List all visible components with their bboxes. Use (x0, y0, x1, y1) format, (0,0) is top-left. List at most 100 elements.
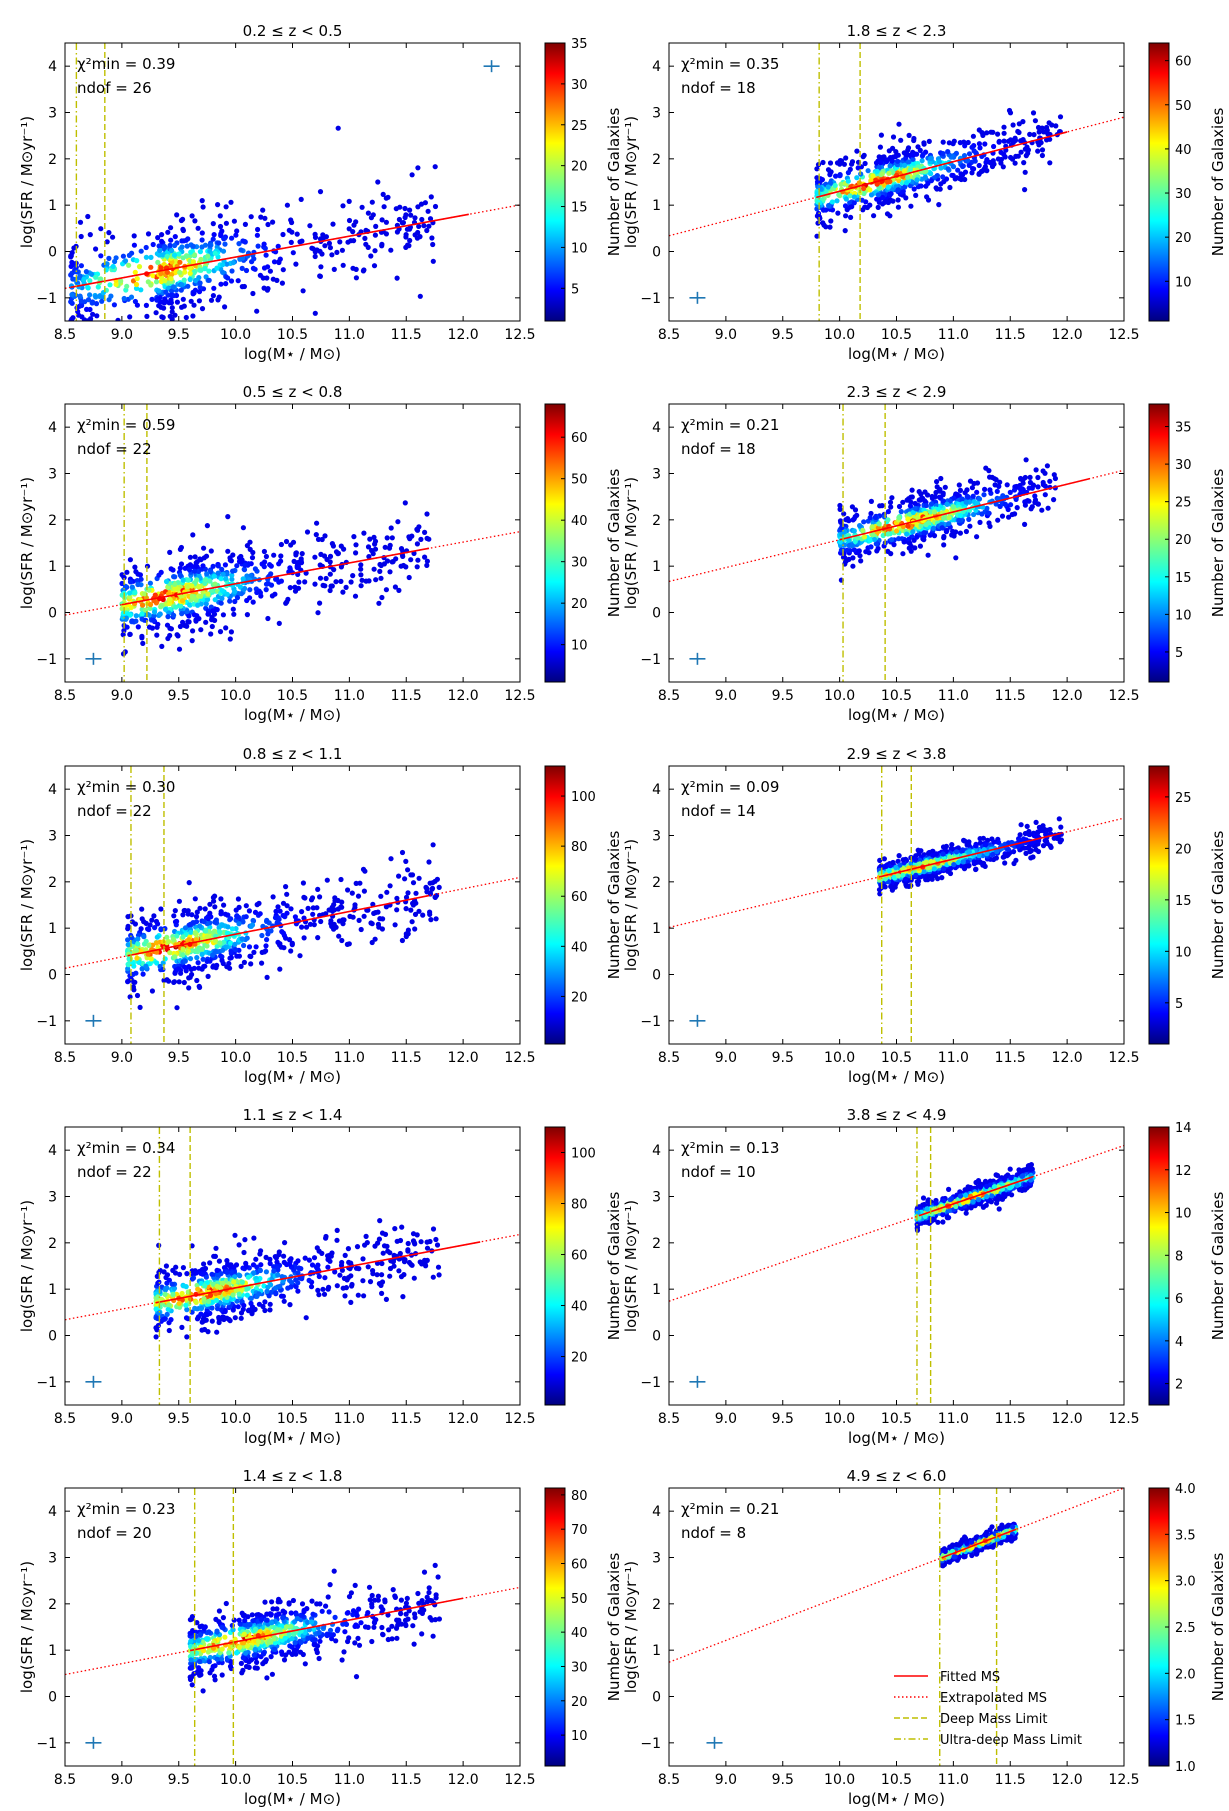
galaxy-point (355, 1292, 361, 1298)
galaxy-point (222, 1308, 228, 1315)
galaxy-point (181, 908, 187, 914)
typical-errorbar (689, 1014, 706, 1027)
galaxy-point (247, 539, 253, 545)
galaxy-point (295, 1280, 301, 1286)
galaxy-point (134, 276, 140, 282)
ndof-annotation: ndof = 26 (77, 79, 152, 97)
galaxy-point (202, 266, 208, 272)
galaxy-point (206, 277, 212, 283)
galaxy-point (388, 247, 394, 253)
galaxy-point (979, 511, 985, 517)
galaxy-point (232, 589, 238, 595)
galaxy-point (895, 873, 902, 879)
galaxy-point (174, 632, 180, 638)
galaxy-point (254, 308, 260, 314)
galaxy-point (296, 559, 302, 565)
galaxy-point (1033, 467, 1039, 473)
galaxy-point (1040, 479, 1046, 486)
galaxy-point (87, 329, 92, 334)
galaxy-point (286, 937, 293, 943)
galaxy-point (898, 509, 904, 515)
galaxy-point (925, 180, 931, 186)
galaxy-point (150, 942, 156, 948)
galaxy-point (338, 578, 344, 585)
galaxy-point (283, 935, 289, 941)
galaxy-point (146, 587, 152, 593)
galaxy-point (126, 262, 132, 268)
galaxy-point (217, 940, 223, 946)
galaxy-point (234, 563, 240, 569)
galaxy-point (951, 138, 957, 144)
galaxy-point (1016, 837, 1022, 843)
galaxy-point (131, 963, 137, 969)
galaxy-point (321, 1291, 328, 1297)
galaxy-point (198, 267, 204, 273)
galaxy-point (182, 622, 188, 629)
galaxy-point (244, 612, 250, 618)
galaxy-point (253, 944, 259, 950)
galaxy-point (172, 574, 178, 580)
galaxy-point (300, 880, 306, 886)
galaxy-point (246, 908, 252, 914)
galaxy-point (225, 514, 231, 520)
galaxy-point (1036, 824, 1042, 831)
galaxy-point (288, 239, 294, 245)
y-tick-label: 3 (48, 467, 57, 483)
galaxy-point (176, 646, 183, 652)
galaxy-point (237, 1273, 243, 1279)
galaxy-point (1040, 468, 1046, 474)
galaxy-point (207, 568, 214, 575)
galaxy-point (129, 584, 135, 590)
galaxy-point (125, 962, 132, 968)
galaxy-point (426, 859, 432, 865)
galaxy-point (887, 163, 893, 169)
galaxy-point (1002, 860, 1008, 866)
galaxy-point (151, 617, 157, 623)
galaxy-point (212, 581, 218, 587)
galaxy-point (299, 909, 305, 915)
y-tick-label: 2 (48, 152, 57, 168)
galaxy-point (849, 159, 856, 165)
galaxy-point (271, 259, 278, 265)
galaxy-point (365, 210, 371, 216)
x-tick-label: 9.0 (715, 327, 737, 343)
panel-1: 8.5 9.0 9.5 10.0 10.5 11.0 11.5 12.0 12.5−101234… (622, 22, 1227, 363)
galaxy-point (173, 604, 179, 610)
galaxy-point (936, 202, 942, 208)
galaxy-point (361, 1293, 367, 1299)
galaxy-point (234, 228, 240, 234)
galaxy-point (361, 267, 367, 273)
galaxy-point (974, 500, 980, 506)
galaxy-point (843, 559, 849, 565)
galaxy-point (332, 1269, 338, 1275)
galaxy-point (131, 987, 137, 993)
galaxy-point (367, 1279, 374, 1285)
galaxy-point (176, 979, 182, 985)
galaxy-point (1012, 137, 1019, 143)
galaxy-point (284, 891, 290, 897)
galaxy-point (220, 248, 227, 254)
galaxy-point (335, 125, 341, 131)
galaxy-point (926, 138, 932, 144)
galaxy-point (336, 933, 342, 939)
x-tick-label: 12.5 (1108, 327, 1139, 343)
galaxy-point (897, 862, 903, 868)
galaxy-point (343, 584, 349, 591)
colorbar-tick-label: 35 (1175, 421, 1192, 436)
galaxy-point (278, 1293, 285, 1299)
galaxy-point (274, 277, 280, 283)
galaxy-point (310, 911, 316, 917)
galaxy-point (211, 285, 217, 291)
galaxy-point (381, 1243, 388, 1249)
galaxy-point (214, 1329, 220, 1335)
galaxy-point (940, 498, 946, 504)
galaxy-point (125, 937, 131, 943)
galaxy-density-points (125, 842, 442, 1011)
galaxy-point (978, 168, 985, 175)
galaxy-point (216, 294, 222, 300)
galaxy-point (845, 170, 852, 176)
x-axis-label: log(M⋆ / M⊙) (848, 706, 945, 724)
galaxy-point (255, 243, 261, 249)
galaxy-point (187, 602, 193, 608)
galaxy-point (1011, 860, 1017, 867)
